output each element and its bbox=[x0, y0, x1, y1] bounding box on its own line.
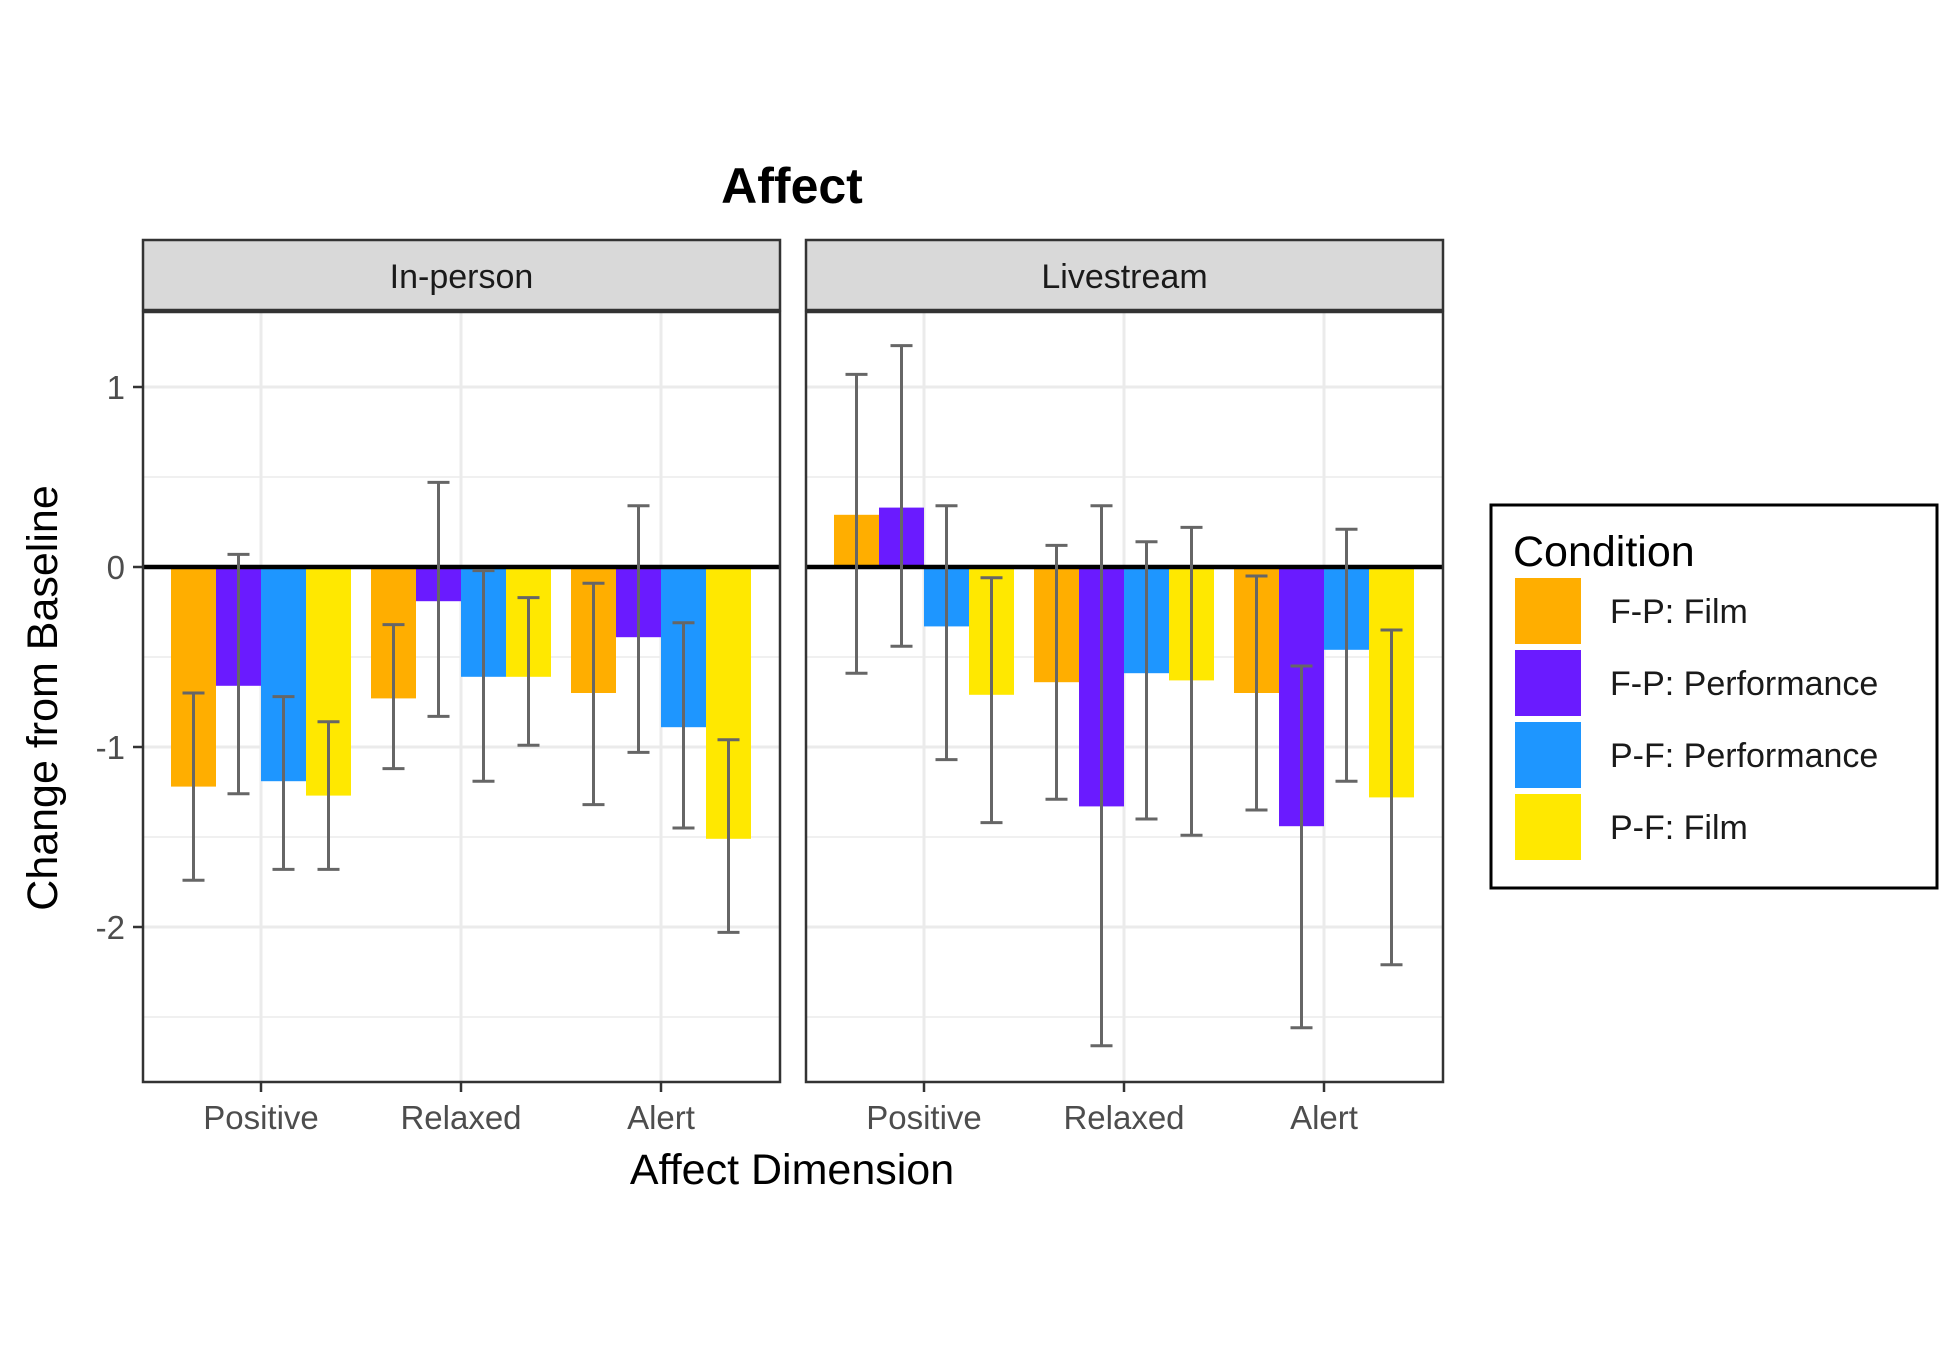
error-bar bbox=[1380, 628, 1403, 967]
y-tick-label: -2 bbox=[96, 909, 125, 946]
facet-strip bbox=[804, 238, 1445, 312]
legend-item: F-P: Film bbox=[1515, 578, 1748, 644]
y-axis: 1 0 -1 -2 bbox=[96, 369, 143, 946]
error-bar bbox=[182, 691, 205, 882]
error-bar bbox=[317, 720, 340, 871]
x-tick-label: Positive bbox=[203, 1099, 319, 1136]
legend-label: F-P: Performance bbox=[1610, 665, 1878, 703]
error-bar bbox=[845, 372, 868, 675]
error-bar bbox=[227, 552, 250, 796]
legend-label: F-P: Film bbox=[1610, 593, 1748, 631]
error-bar bbox=[582, 581, 605, 807]
x-tick-label: Alert bbox=[627, 1099, 695, 1136]
legend-items: F-P: Film F-P: Performance P-F: Performanc… bbox=[1515, 578, 1878, 860]
error-bar bbox=[272, 695, 295, 871]
error-bar bbox=[935, 504, 958, 762]
legend-key bbox=[1515, 722, 1581, 788]
panel-in-person: In-person Positive Relaxed Alert bbox=[141, 238, 782, 1136]
legend-title: Condition bbox=[1513, 528, 1695, 576]
error-bar bbox=[1245, 574, 1268, 812]
y-tick-label: -1 bbox=[96, 729, 125, 766]
error-bar bbox=[1335, 527, 1358, 783]
facet-strip bbox=[141, 238, 782, 312]
legend-label: P-F: Film bbox=[1610, 809, 1748, 847]
legend-item: P-F: Performance bbox=[1515, 722, 1878, 788]
error-bar bbox=[1290, 664, 1313, 1030]
error-bar bbox=[382, 623, 405, 771]
legend: Condition F-P: Film F-P: Performance P-F: … bbox=[1489, 503, 1939, 890]
x-tick-label: Relaxed bbox=[400, 1099, 521, 1136]
y-tick-label: 1 bbox=[107, 369, 125, 406]
x-tick-label: Alert bbox=[1290, 1099, 1358, 1136]
facet-panels: In-person Positive Relaxed Alert Livestream P… bbox=[96, 238, 1445, 1136]
chart-title: Affect bbox=[721, 158, 863, 214]
facet-strip-label: In-person bbox=[390, 258, 534, 296]
legend-key bbox=[1515, 650, 1581, 716]
error-bar bbox=[517, 596, 540, 747]
y-tick-label: 0 bbox=[107, 549, 125, 586]
legend-key bbox=[1515, 578, 1581, 644]
error-bar bbox=[890, 344, 913, 648]
x-tick-label: Relaxed bbox=[1063, 1099, 1184, 1136]
error-bar bbox=[1090, 504, 1113, 1048]
x-axis-title: Affect Dimension bbox=[630, 1146, 954, 1194]
error-bar bbox=[672, 621, 695, 830]
error-bar bbox=[1045, 543, 1068, 801]
error-bar bbox=[472, 569, 495, 783]
facet-strip-label: Livestream bbox=[1041, 258, 1207, 296]
legend-item: P-F: Film bbox=[1515, 794, 1748, 860]
error-bar bbox=[427, 480, 450, 718]
legend-label: P-F: Performance bbox=[1610, 737, 1878, 775]
error-bar bbox=[1180, 525, 1203, 837]
y-axis-title: Change from Baseline bbox=[19, 485, 67, 910]
legend-item: F-P: Performance bbox=[1515, 650, 1878, 716]
error-bar bbox=[627, 504, 650, 754]
panel-livestream: Livestream Positive Relaxed Alert bbox=[804, 238, 1445, 1136]
error-bar bbox=[717, 738, 740, 934]
error-bar bbox=[980, 576, 1003, 825]
legend-key bbox=[1515, 794, 1581, 860]
error-bar bbox=[1135, 540, 1158, 821]
x-tick-label: Positive bbox=[866, 1099, 982, 1136]
